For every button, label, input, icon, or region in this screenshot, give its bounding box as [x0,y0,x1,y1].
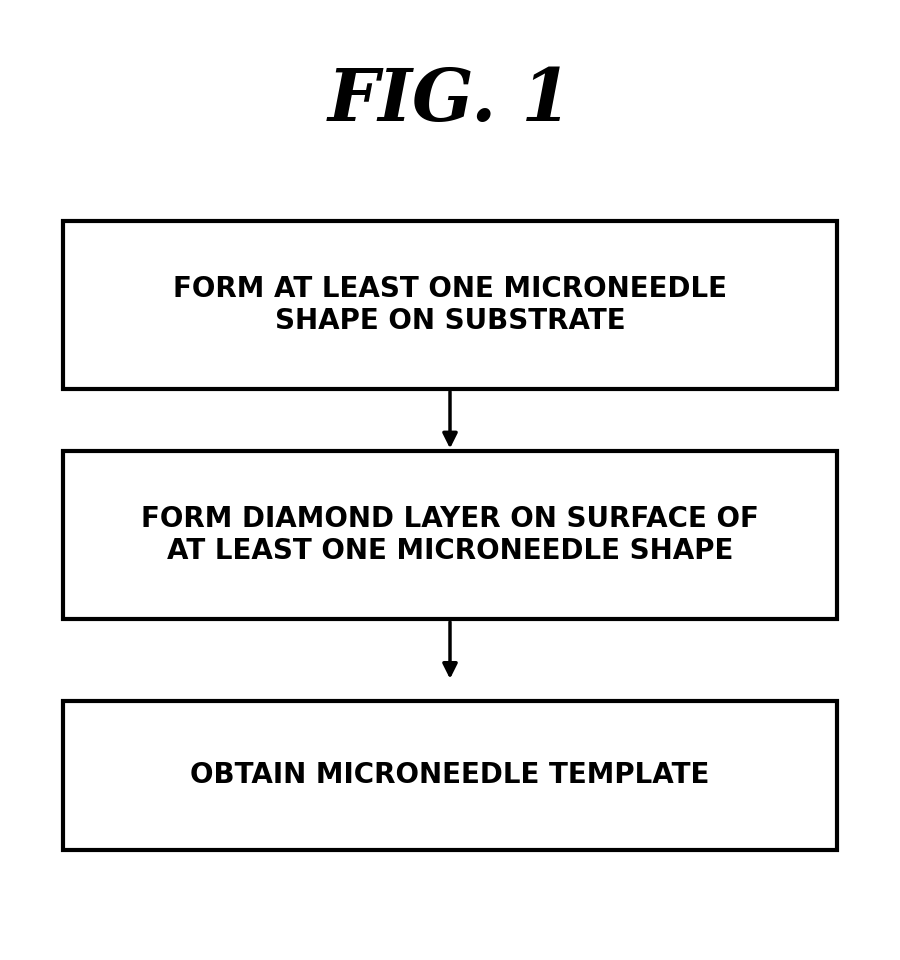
Text: OBTAIN MICRONEEDLE TEMPLATE: OBTAIN MICRONEEDLE TEMPLATE [190,761,710,789]
Text: FIG. 1: FIG. 1 [328,65,572,136]
Bar [63,221,837,389]
Text: FORM DIAMOND LAYER ON SURFACE OF
AT LEAST ONE MICRONEEDLE SHAPE: FORM DIAMOND LAYER ON SURFACE OF AT LEAS… [141,505,759,565]
Bar [63,451,837,619]
Bar [63,701,837,850]
Text: FORM AT LEAST ONE MICRONEEDLE
SHAPE ON SUBSTRATE: FORM AT LEAST ONE MICRONEEDLE SHAPE ON S… [173,275,727,335]
